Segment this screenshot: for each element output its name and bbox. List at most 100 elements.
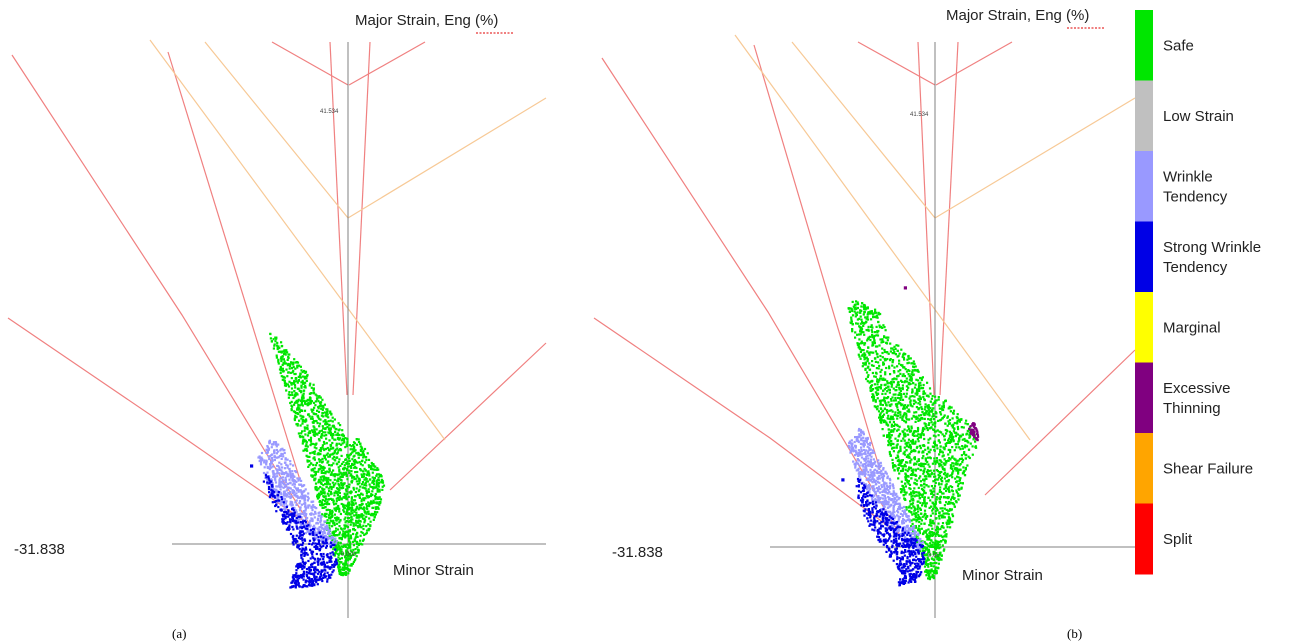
data-point bbox=[337, 528, 340, 531]
data-point bbox=[937, 419, 940, 422]
data-point bbox=[278, 482, 281, 485]
data-point bbox=[309, 513, 313, 516]
data-point bbox=[290, 361, 293, 364]
data-point bbox=[289, 474, 292, 477]
data-point bbox=[950, 406, 953, 409]
data-point bbox=[339, 541, 342, 544]
data-point bbox=[290, 495, 293, 498]
data-point bbox=[291, 492, 294, 495]
data-point bbox=[328, 468, 331, 471]
data-point bbox=[323, 442, 326, 445]
data-point bbox=[942, 538, 945, 541]
data-point bbox=[278, 478, 281, 482]
data-point bbox=[287, 515, 290, 518]
data-point bbox=[331, 509, 334, 512]
data-point bbox=[928, 465, 931, 468]
data-point bbox=[350, 497, 353, 500]
data-point bbox=[943, 504, 946, 507]
data-point bbox=[317, 470, 320, 473]
data-point bbox=[348, 469, 351, 472]
data-point bbox=[901, 469, 904, 472]
data-point bbox=[905, 445, 908, 448]
data-point bbox=[938, 543, 941, 546]
data-point bbox=[907, 418, 911, 421]
data-point bbox=[314, 512, 317, 515]
data-point bbox=[352, 488, 355, 491]
data-point bbox=[297, 408, 300, 411]
data-point bbox=[947, 486, 950, 489]
data-point bbox=[917, 402, 920, 405]
data-point bbox=[312, 433, 315, 436]
data-point bbox=[322, 465, 325, 468]
data-point bbox=[312, 388, 315, 391]
data-point bbox=[331, 571, 334, 574]
data-point bbox=[304, 519, 308, 522]
data-point bbox=[320, 574, 323, 577]
data-point bbox=[945, 442, 948, 445]
data-point bbox=[319, 490, 322, 493]
data-point bbox=[337, 466, 340, 469]
data-point bbox=[917, 384, 921, 387]
data-point bbox=[896, 459, 899, 462]
data-point bbox=[301, 530, 304, 533]
data-point bbox=[951, 513, 954, 516]
data-point bbox=[874, 360, 877, 363]
data-point bbox=[876, 380, 879, 383]
data-point bbox=[859, 348, 862, 351]
data-point bbox=[957, 498, 960, 501]
data-point bbox=[308, 455, 311, 458]
data-point bbox=[292, 363, 295, 366]
data-point bbox=[938, 404, 941, 407]
data-point bbox=[890, 429, 893, 432]
data-point bbox=[326, 571, 329, 574]
data-point bbox=[315, 442, 318, 445]
data-point bbox=[884, 420, 887, 423]
data-point bbox=[326, 452, 329, 455]
data-point bbox=[336, 534, 339, 537]
data-point bbox=[301, 560, 304, 563]
data-point bbox=[327, 536, 330, 539]
data-point bbox=[950, 465, 953, 469]
data-point bbox=[934, 462, 937, 465]
data-point bbox=[322, 484, 325, 487]
data-point bbox=[931, 502, 934, 505]
data-point bbox=[867, 329, 870, 332]
data-point bbox=[932, 434, 935, 437]
data-point bbox=[888, 365, 891, 368]
data-point bbox=[352, 544, 355, 547]
data-point bbox=[857, 353, 860, 356]
data-point bbox=[270, 488, 273, 491]
data-point bbox=[270, 457, 273, 460]
data-point bbox=[350, 465, 353, 468]
data-point bbox=[903, 450, 906, 453]
data-point bbox=[911, 522, 914, 525]
data-point bbox=[336, 479, 339, 482]
data-point bbox=[907, 373, 910, 376]
data-point bbox=[900, 394, 903, 397]
steep-limit-line bbox=[753, 44, 881, 471]
data-point bbox=[311, 565, 314, 569]
data-point bbox=[280, 345, 283, 348]
data-point bbox=[276, 491, 279, 495]
data-point bbox=[340, 439, 343, 442]
data-point bbox=[912, 490, 915, 493]
data-point bbox=[362, 527, 365, 531]
data-point bbox=[934, 556, 937, 559]
data-point bbox=[927, 418, 930, 421]
data-point bbox=[332, 469, 335, 472]
data-point bbox=[917, 382, 921, 385]
data-point bbox=[294, 541, 297, 544]
data-point bbox=[295, 523, 298, 526]
data-point bbox=[284, 476, 287, 479]
data-point bbox=[265, 448, 268, 451]
data-point bbox=[271, 495, 275, 498]
data-point bbox=[892, 418, 895, 421]
data-point bbox=[301, 541, 305, 544]
data-point bbox=[333, 507, 336, 510]
data-point bbox=[346, 559, 350, 562]
data-point bbox=[874, 399, 877, 402]
data-point bbox=[877, 361, 880, 364]
data-point bbox=[888, 409, 891, 412]
data-point bbox=[907, 441, 910, 444]
data-point bbox=[350, 470, 353, 473]
